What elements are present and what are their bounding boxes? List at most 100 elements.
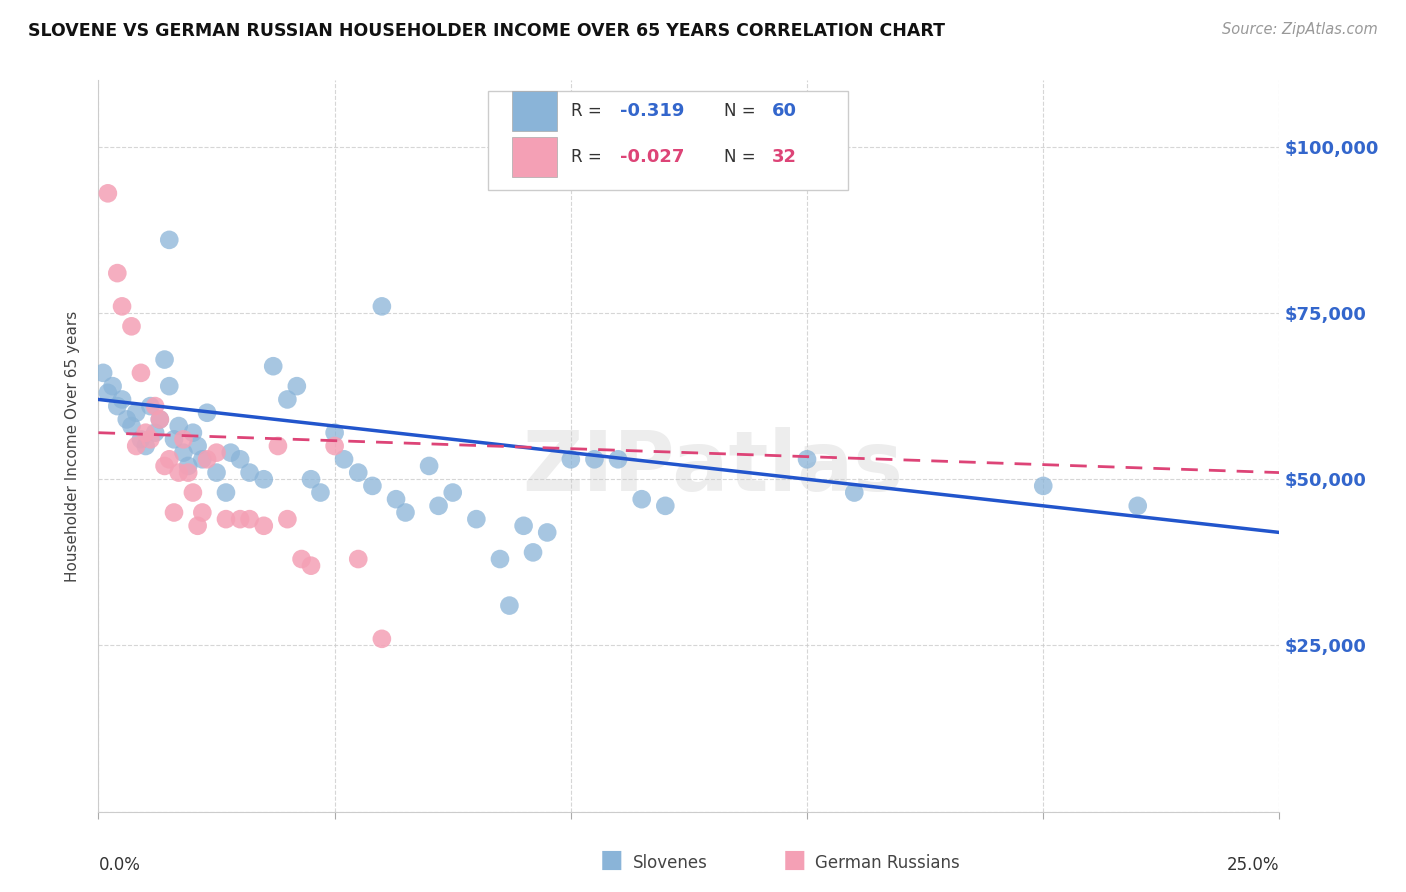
Point: [135, 425, 157, 440]
Point: [323, 425, 346, 440]
Point: [115, 412, 138, 426]
Point: [187, 518, 209, 533]
FancyBboxPatch shape: [512, 137, 557, 178]
Text: -0.319: -0.319: [620, 103, 685, 120]
Text: ■: ■: [783, 848, 806, 871]
Text: ZIPatlas: ZIPatlas: [522, 427, 903, 508]
Point: [1032, 479, 1054, 493]
Point: [323, 439, 346, 453]
Point: [97, 385, 120, 400]
Point: [177, 466, 200, 480]
Point: [361, 479, 384, 493]
Text: -0.027: -0.027: [620, 148, 685, 166]
Point: [139, 433, 162, 447]
Point: [172, 433, 194, 447]
Point: [195, 406, 218, 420]
Point: [1126, 499, 1149, 513]
Point: [177, 458, 200, 473]
Point: [276, 392, 298, 407]
Point: [262, 359, 284, 374]
Point: [149, 412, 172, 426]
Point: [347, 552, 370, 566]
Text: 25.0%: 25.0%: [1227, 855, 1279, 873]
Point: [290, 552, 312, 566]
Point: [163, 433, 186, 447]
Point: [157, 379, 180, 393]
Y-axis label: Householder Income Over 65 years: Householder Income Over 65 years: [65, 310, 80, 582]
Text: R =: R =: [571, 148, 607, 166]
Point: [239, 512, 262, 526]
Point: [153, 458, 176, 473]
Point: [583, 452, 606, 467]
Text: R =: R =: [571, 103, 607, 120]
Point: [441, 485, 464, 500]
Text: 32: 32: [772, 148, 797, 166]
Point: [121, 419, 143, 434]
Point: [149, 412, 172, 426]
Point: [607, 452, 630, 467]
Text: 60: 60: [772, 103, 797, 120]
Point: [191, 506, 214, 520]
Point: [309, 485, 332, 500]
Point: [135, 439, 157, 453]
Point: [239, 466, 262, 480]
Point: [522, 545, 544, 559]
Point: [253, 518, 276, 533]
Point: [139, 399, 162, 413]
Point: [167, 419, 190, 434]
Point: [129, 433, 152, 447]
Point: [121, 319, 143, 334]
Point: [630, 492, 652, 507]
Point: [285, 379, 308, 393]
Point: [163, 506, 186, 520]
Point: [101, 379, 124, 393]
Point: [153, 352, 176, 367]
Point: [167, 466, 190, 480]
Point: [371, 632, 394, 646]
Point: [394, 506, 416, 520]
Point: [498, 599, 520, 613]
Point: [253, 472, 276, 486]
Point: [143, 399, 166, 413]
Point: [91, 366, 114, 380]
Point: [219, 445, 242, 459]
Text: N =: N =: [724, 103, 761, 120]
Point: [560, 452, 582, 467]
Point: [844, 485, 866, 500]
Text: Slovenes: Slovenes: [633, 854, 707, 871]
Point: [267, 439, 290, 453]
Point: [385, 492, 408, 507]
Point: [371, 299, 394, 313]
Text: N =: N =: [724, 148, 761, 166]
Point: [105, 399, 128, 413]
Point: [97, 186, 120, 201]
Text: 0.0%: 0.0%: [98, 855, 141, 873]
Text: ■: ■: [600, 848, 623, 871]
Point: [276, 512, 298, 526]
Point: [125, 406, 148, 420]
Point: [172, 445, 194, 459]
Point: [299, 558, 322, 573]
Text: German Russians: German Russians: [815, 854, 960, 871]
Text: Source: ZipAtlas.com: Source: ZipAtlas.com: [1222, 22, 1378, 37]
Point: [129, 366, 152, 380]
Point: [125, 439, 148, 453]
Point: [229, 512, 252, 526]
Point: [796, 452, 818, 467]
Point: [181, 425, 204, 440]
Point: [512, 518, 534, 533]
Point: [654, 499, 676, 513]
Point: [195, 452, 218, 467]
Point: [143, 425, 166, 440]
Point: [229, 452, 252, 467]
Point: [111, 299, 134, 313]
Point: [536, 525, 558, 540]
Point: [465, 512, 488, 526]
Point: [205, 466, 228, 480]
Point: [111, 392, 134, 407]
Point: [489, 552, 512, 566]
Point: [105, 266, 128, 280]
Point: [157, 233, 180, 247]
Point: [187, 439, 209, 453]
Point: [427, 499, 450, 513]
